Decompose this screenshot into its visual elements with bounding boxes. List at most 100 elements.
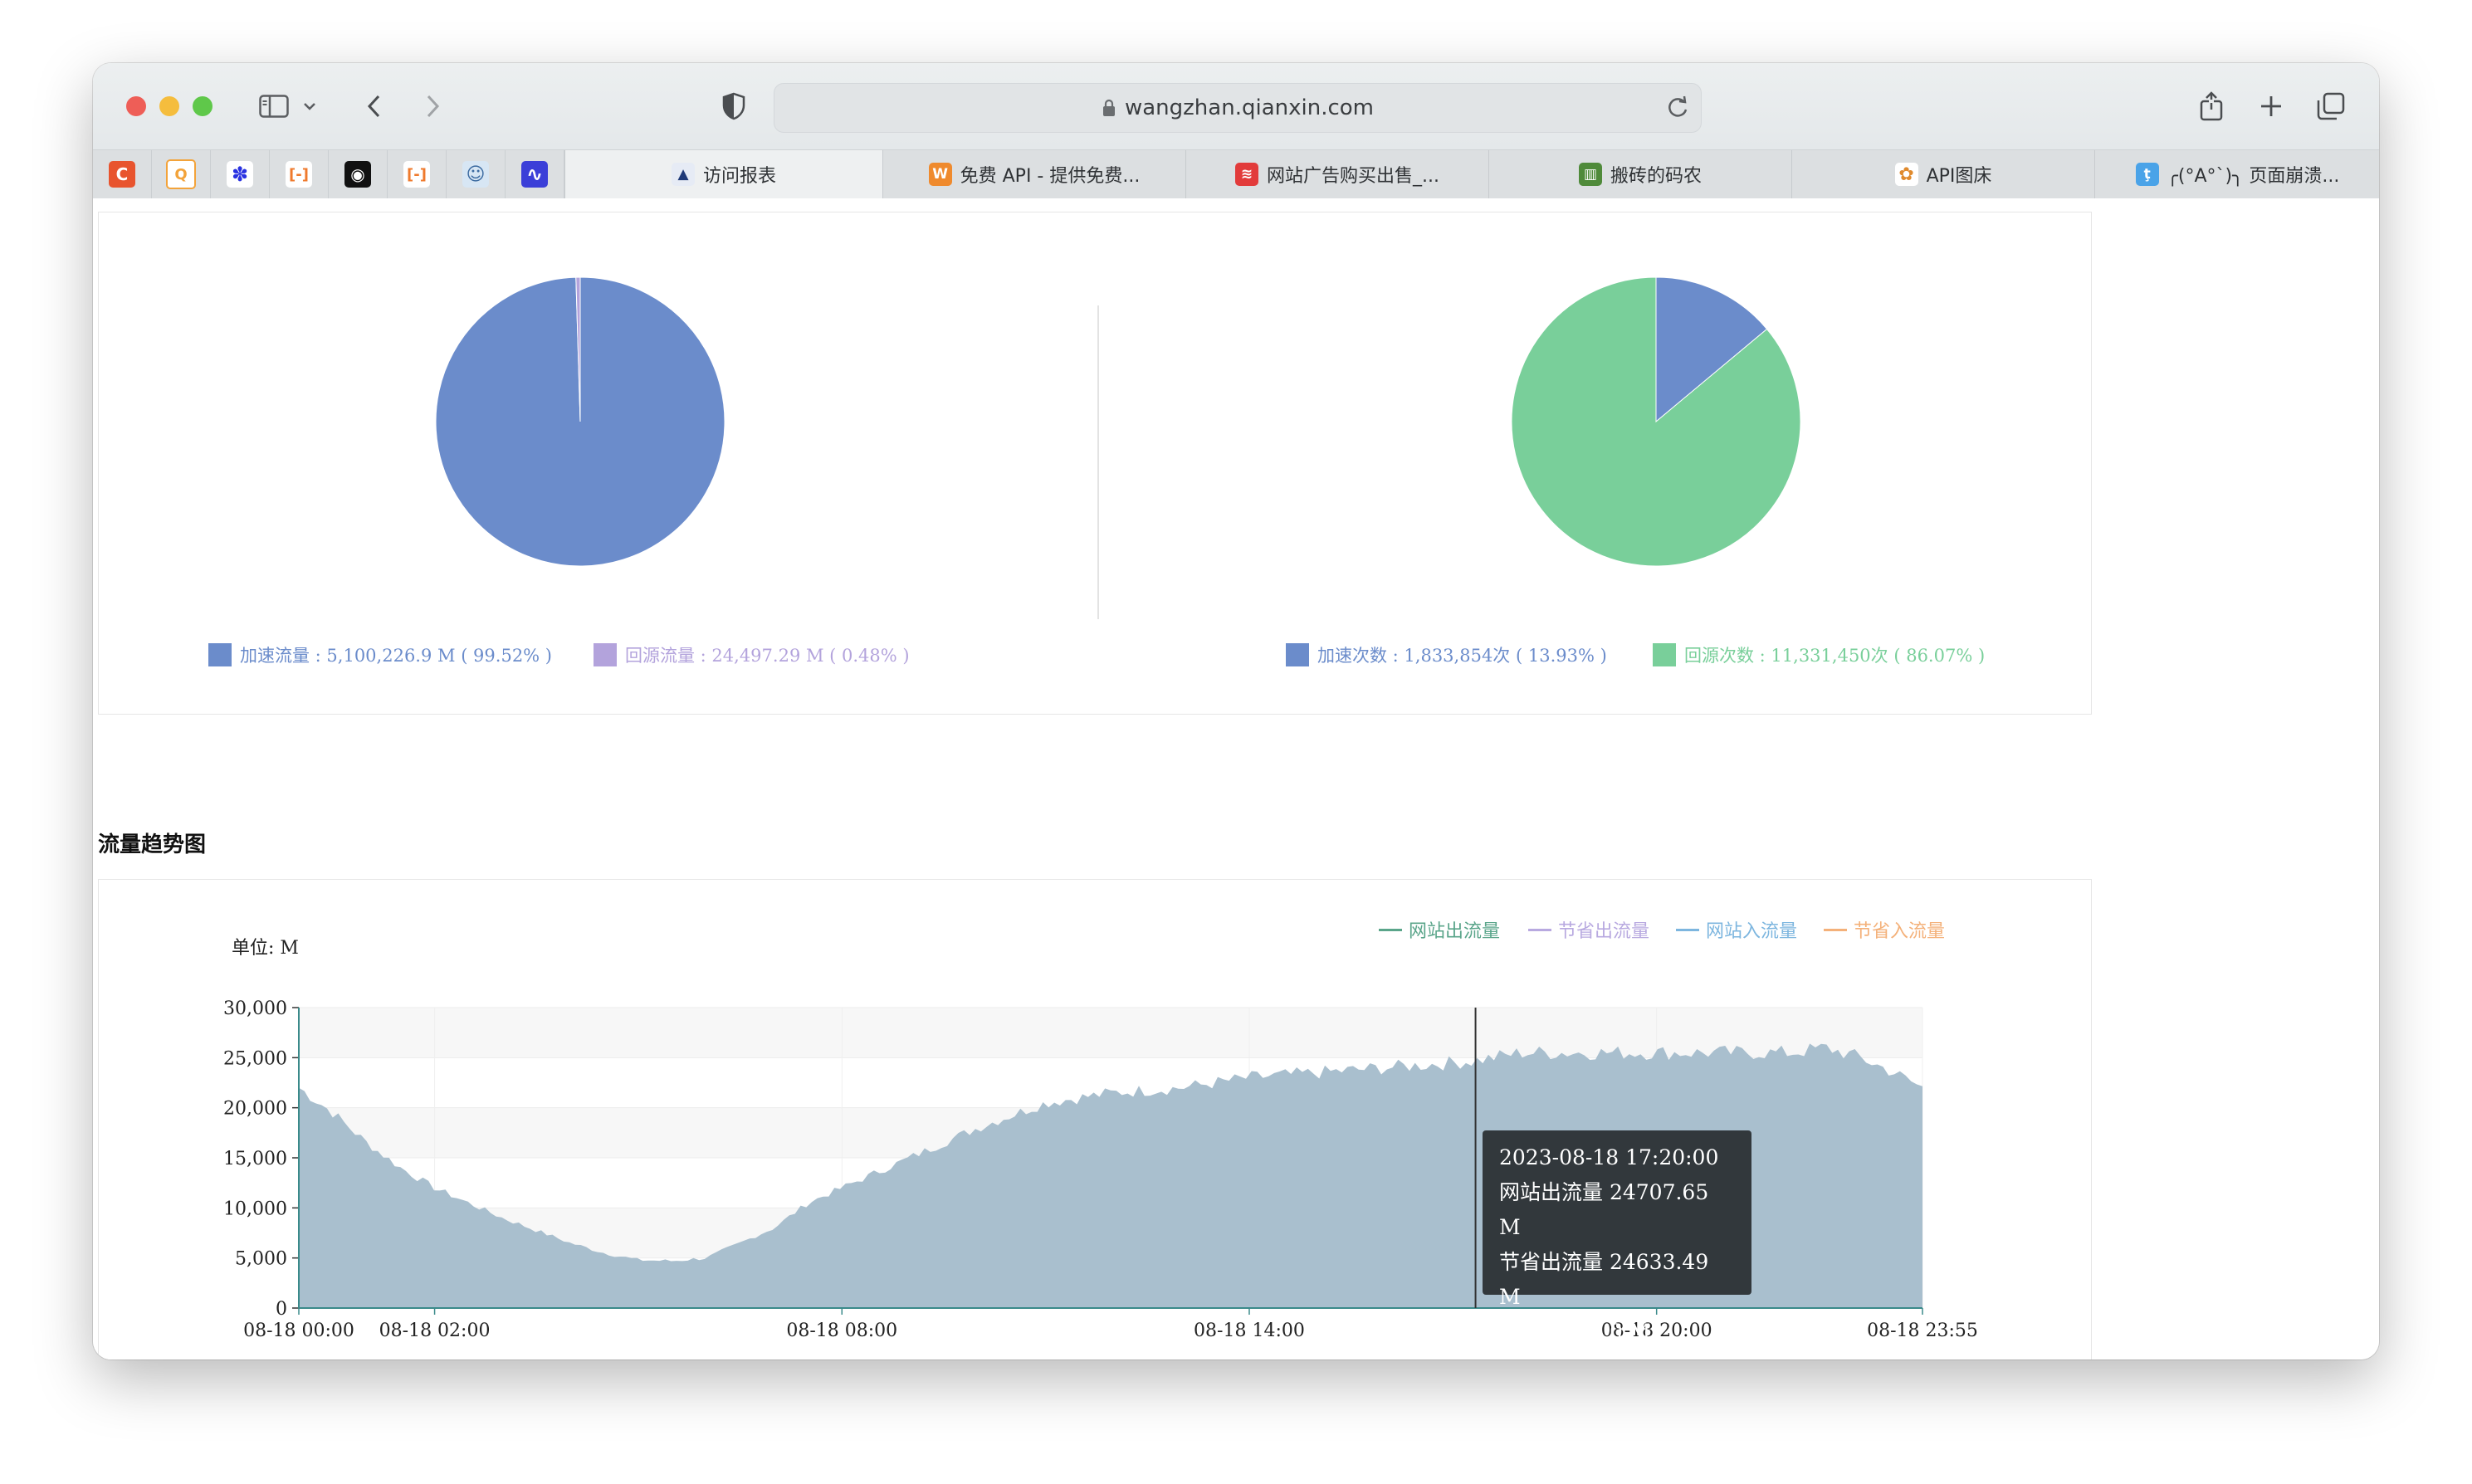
sidebar-icon <box>259 95 289 118</box>
legend-saved-out[interactable]: 节省出流量 <box>1528 916 1649 943</box>
y-tick-label: 30,000 <box>223 998 287 1019</box>
tab-bar: C Q ✽ [-] ◉ [-] ☺ ∿ ▲ 访问报表 W 免费 API - 提供… <box>93 149 2379 199</box>
tooltip-site-in: 网站入流量 0 M <box>1499 1320 1651 1344</box>
tab-ad-market[interactable]: ≋ 网站广告购买出售_... <box>1185 150 1488 198</box>
legend-line <box>1379 928 1402 931</box>
x-tick-label: 08-18 02:00 <box>379 1320 491 1341</box>
x-tick-label: 08-18 00:00 <box>243 1320 354 1341</box>
address-bar[interactable]: wangzhan.qianxin.com <box>774 83 1702 133</box>
y-tick-label: 15,000 <box>223 1149 287 1169</box>
qq-icon: Q <box>166 159 196 189</box>
zoom-window-button[interactable] <box>193 96 213 116</box>
book-icon: ▥ <box>1578 163 1602 186</box>
requests-pie-chart <box>1511 276 1801 567</box>
share-icon <box>2200 91 2223 121</box>
tabs-overview-icon <box>2317 92 2345 120</box>
pinned-tab-2[interactable]: Q <box>152 150 211 198</box>
legend-saved-in[interactable]: 节省入流量 <box>1824 916 1945 943</box>
legend-line <box>1824 928 1847 931</box>
page-content: 加速流量 : 5,100,226.9 M ( 99.52% ) 回源流量 : 2… <box>93 198 2379 1360</box>
new-tab-button[interactable] <box>2250 85 2293 128</box>
legend-label: 节省入流量 <box>1854 921 1946 942</box>
pinned-tab-1[interactable]: C <box>93 150 152 198</box>
tab-label: 搬砖的码农 <box>1610 166 1702 187</box>
tab-free-api[interactable]: W 免费 API - 提供免费... <box>882 150 1185 198</box>
pinned-tab-3[interactable]: ✽ <box>211 150 270 198</box>
avatar-icon: ☺ <box>462 161 489 188</box>
legend-accelerated-count[interactable]: 加速次数 : 1,833,854次 ( 13.93% ) <box>1286 642 1607 667</box>
pie-slice-1[interactable] <box>575 276 581 422</box>
github-icon: ◉ <box>344 161 371 188</box>
legend-swatch <box>1653 643 1676 666</box>
tab-visit-report[interactable]: ▲ 访问报表 <box>564 150 882 198</box>
plus-icon <box>2261 96 2281 116</box>
pinned-tab-4[interactable]: [-] <box>270 150 329 198</box>
legend-line <box>1676 928 1699 931</box>
chevron-left-icon <box>367 95 380 118</box>
url-text: wangzhan.qianxin.com <box>1124 95 1374 120</box>
x-tick-label: 08-18 14:00 <box>1194 1320 1305 1341</box>
unit-label: 单位: M <box>232 938 299 959</box>
legend-label: 回源流量 : 24,497.29 M ( 0.48% ) <box>625 646 910 666</box>
legend-origin-traffic[interactable]: 回源流量 : 24,497.29 M ( 0.48% ) <box>594 642 910 667</box>
crash-icon: ţ <box>2135 163 2159 186</box>
legend-site-in[interactable]: 网站入流量 <box>1676 916 1797 943</box>
title-bar: wangzhan.qianxin.com <box>93 63 2379 149</box>
y-tick-label: 25,000 <box>223 1048 287 1069</box>
minimize-window-button[interactable] <box>159 96 179 116</box>
trend-chart-panel: 单位: M 网站出流量 节省出流量 网站入流量 节省入流量 0 5,000 10,0… <box>98 879 2092 1360</box>
legend-origin-count[interactable]: 回源次数 : 11,331,450次 ( 86.07% ) <box>1653 642 1985 667</box>
tab-api-image-host[interactable]: ✿ API图床 <box>1791 150 2094 198</box>
chevron-down-icon <box>304 103 315 110</box>
reload-icon[interactable] <box>1666 95 1689 120</box>
trend-area-chart[interactable]: 0 5,000 10,000 15,000 20,000 25,000 30,000 08-1… <box>99 880 2091 1360</box>
tab-label: ╭(°A°`)╮ 页面崩溃... <box>2167 166 2340 187</box>
legend-label: 网站入流量 <box>1706 921 1798 942</box>
x-tick-label: 08-18 20:00 <box>1601 1320 1712 1341</box>
x-tick-label: 08-18 08:00 <box>786 1320 897 1341</box>
tab-label: 访问报表 <box>702 166 776 187</box>
traffic-pie-chart <box>435 276 725 567</box>
chart-tooltip: 2023-08-18 17:20:00 网站出流量 24707.65 M 节省出… <box>1483 1130 1751 1360</box>
tab-coder-blog[interactable]: ▥ 搬砖的码农 <box>1488 150 1791 198</box>
legend-label: 加速次数 : 1,833,854次 ( 13.93% ) <box>1317 646 1607 666</box>
browser-window: wangzhan.qianxin.com C Q ✽ [-] ◉ [-] ☺ ∿… <box>93 63 2379 1360</box>
sidebar-toggle-button[interactable] <box>251 85 297 128</box>
photos-icon: ✿ <box>1894 163 1918 186</box>
legend-site-out[interactable]: 网站出流量 <box>1379 916 1500 943</box>
share-button[interactable] <box>2190 85 2233 128</box>
tooltip-saved-in: 节省入流量 0 M <box>1499 1350 1735 1360</box>
pie-slice-0[interactable] <box>1655 276 1768 423</box>
legend-swatch <box>1286 643 1309 666</box>
y-tick-label: 5,000 <box>235 1249 287 1270</box>
pinned-tab-7[interactable]: ☺ <box>447 150 506 198</box>
baidu-icon: ✽ <box>227 161 253 188</box>
pinned-tab-8[interactable]: ∿ <box>506 150 564 198</box>
ad-icon: ≋ <box>1235 163 1258 186</box>
legend-accelerated-traffic[interactable]: 加速流量 : 5,100,226.9 M ( 99.52% ) <box>208 642 552 667</box>
legend-label: 网站出流量 <box>1409 921 1501 942</box>
bracket-icon: [-] <box>403 161 430 188</box>
legend-label: 加速流量 : 5,100,226.9 M ( 99.52% ) <box>240 646 553 666</box>
lock-icon <box>1102 99 1115 116</box>
pie-slice-1[interactable] <box>1511 276 1801 567</box>
tab-page-crash[interactable]: ţ ╭(°A°`)╮ 页面崩溃... <box>2094 150 2379 198</box>
pie-charts-panel: 加速流量 : 5,100,226.9 M ( 99.52% ) 回源流量 : 2… <box>98 212 2092 715</box>
back-button[interactable] <box>352 85 395 128</box>
tooltip-saved-out: 节省出流量 24633.49 M <box>1499 1250 1709 1309</box>
tab-label: API图床 <box>1926 166 1992 187</box>
tab-overview-button[interactable] <box>2309 85 2352 128</box>
pie-charts-svg <box>435 276 1801 619</box>
sidebar-menu-button[interactable] <box>297 85 322 128</box>
privacy-report-button[interactable] <box>712 85 755 128</box>
legend-swatch <box>594 643 617 666</box>
close-window-button[interactable] <box>126 96 146 116</box>
pinned-tab-5[interactable]: ◉ <box>329 150 388 198</box>
legend-label: 节省出流量 <box>1558 921 1650 942</box>
tooltip-site-out: 网站出流量 24707.65 M <box>1499 1180 1709 1239</box>
tooltip-time: 2023-08-18 17:20:00 <box>1499 1145 1719 1169</box>
pinned-tab-6[interactable]: [-] <box>388 150 447 198</box>
legend-label: 回源次数 : 11,331,450次 ( 86.07% ) <box>1684 646 1986 666</box>
report-icon: ▲ <box>671 163 695 186</box>
forward-button[interactable] <box>412 85 455 128</box>
